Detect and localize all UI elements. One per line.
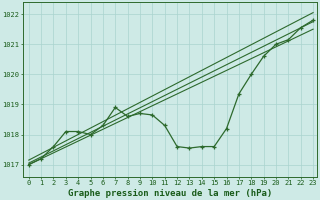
X-axis label: Graphe pression niveau de la mer (hPa): Graphe pression niveau de la mer (hPa) xyxy=(68,189,272,198)
